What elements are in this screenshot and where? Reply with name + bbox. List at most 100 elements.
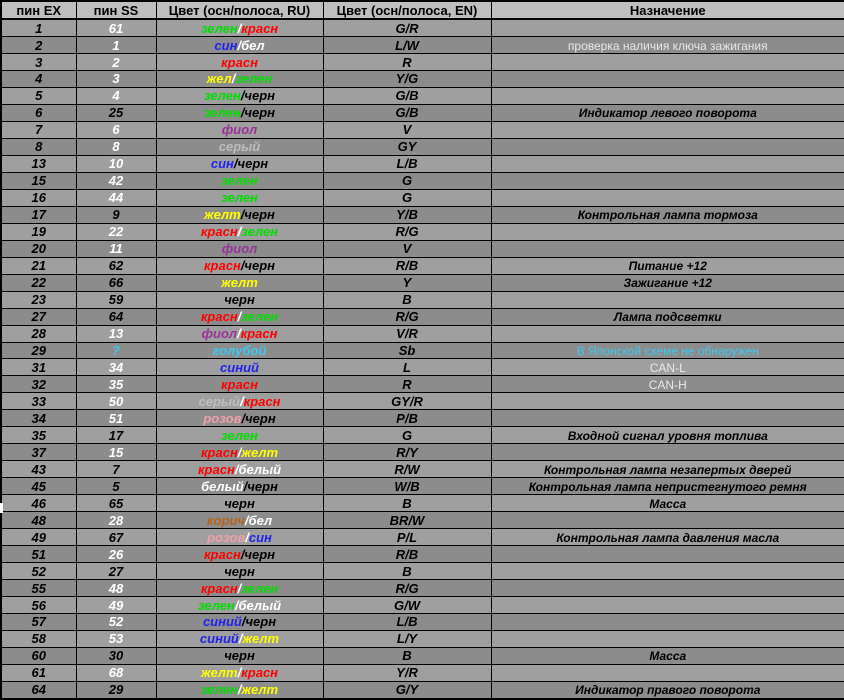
color-ru-cell: серый/красн (155, 392, 324, 411)
color-en-cell: Sb (322, 341, 492, 360)
color-word: зелен (241, 224, 279, 240)
purpose-cell (490, 120, 844, 139)
purpose-text: Контрольная лампа тормоза (577, 208, 758, 223)
purpose-text: Контрольная лампа незапертых дверей (544, 462, 792, 477)
color-word: красн (221, 54, 258, 70)
color-word: зелен (221, 190, 258, 206)
color-ru-cell: син/черн (155, 154, 324, 173)
pin-ss-cell: 42 (75, 171, 157, 190)
pin-ex-cell: 37 (0, 443, 77, 462)
pin-ss-cell: 5 (75, 477, 157, 496)
color-en-cell: L (322, 358, 492, 377)
color-ru-cell: зелен/черн (155, 86, 324, 105)
color-ru-cell: красн/зелен (155, 222, 324, 241)
color-word: бел (248, 512, 273, 528)
pin-ex-cell: 7 (0, 120, 77, 139)
color-ru-cell: голубой (155, 341, 324, 360)
purpose-cell: Индикатор левого поворота (490, 103, 844, 122)
color-word: /черн (233, 156, 269, 172)
pin-ss-cell: 11 (75, 239, 157, 258)
pin-ex-cell: 4 (0, 70, 77, 88)
color-word: / (237, 326, 241, 342)
purpose-cell (490, 324, 844, 343)
color-word: красн (200, 580, 238, 596)
table-row: 2 1 син/бел L/W проверка наличия ключа зажиг… (0, 36, 844, 55)
color-en-cell: P/L (322, 528, 492, 547)
pin-ex-cell: 8 (0, 137, 77, 156)
purpose-cell (490, 511, 844, 530)
color-en-cell: R (322, 53, 492, 71)
table-row: 8 8 серый GY (0, 137, 844, 156)
purpose-cell: В Японской схеме не обнаружен (490, 341, 844, 360)
color-en-cell: G/W (322, 596, 492, 614)
pin-ex-cell: 1 (0, 18, 77, 38)
color-en-cell: L/Y (322, 629, 492, 648)
pin-ss-cell: 59 (75, 290, 157, 309)
left-edge-artifact (0, 503, 3, 513)
color-word: красн (200, 224, 238, 240)
pin-ex-cell: 51 (0, 545, 77, 564)
table-row: 20 11 фиол V (0, 239, 844, 258)
table-row: 48 28 корич/бел BR/W (0, 511, 844, 530)
purpose-text: CAN-L (649, 360, 686, 375)
color-word: красн (203, 258, 241, 274)
purpose-text: Питание +12 (628, 259, 707, 274)
color-ru-cell: син/бел (155, 36, 324, 55)
color-ru-cell: красн (155, 375, 324, 394)
table-row: 29? голубой Sb В Японской схеме не обнаруже… (0, 341, 844, 360)
pin-ss-cell: 50 (75, 392, 157, 411)
color-en-cell: Y/B (322, 205, 492, 224)
color-ru-cell: красн/черн (155, 256, 324, 275)
color-ru-cell: красн/зелен (155, 579, 324, 598)
color-ru-cell: синий/черн (155, 613, 324, 631)
purpose-cell: CAN-L (490, 358, 844, 377)
color-word: белый (238, 597, 282, 613)
color-word: / (237, 224, 242, 240)
color-word: /черн (240, 88, 276, 104)
pin-ss-cell: 48 (75, 579, 157, 598)
purpose-cell: CAN-H (490, 375, 844, 394)
pin-ss-cell: 29 (75, 680, 157, 700)
purpose-cell (490, 154, 844, 173)
color-en-cell: R/B (322, 256, 492, 275)
purpose-text: Индикатор правого поворота (575, 683, 761, 698)
color-en-cell: R/W (322, 460, 492, 479)
color-ru-cell: зелен/черн (155, 103, 324, 122)
pin-ss-cell: 52 (75, 613, 157, 631)
header-color-en: Цвет (осн/полоса, EN) (322, 0, 492, 20)
purpose-text: Зажигание +12 (623, 276, 712, 291)
purpose-cell (490, 443, 844, 462)
pin-ss-cell: 61 (75, 18, 157, 38)
pin-ex-cell: 58 (0, 629, 77, 648)
color-word: желт (200, 665, 238, 681)
pin-ex-cell: 22 (0, 273, 77, 292)
color-word: красн (197, 461, 235, 477)
purpose-cell (490, 562, 844, 581)
pin-ex-cell: 13 (0, 154, 77, 173)
purpose-text: CAN-H (648, 377, 687, 392)
color-ru-cell: жел/зелен (155, 70, 324, 88)
color-word: син (248, 529, 272, 545)
color-word: красн (243, 393, 281, 409)
pin-ss-cell: 25 (75, 103, 157, 122)
color-word: черн (224, 292, 255, 308)
table-row: 16 44 зелен G (0, 188, 844, 207)
color-word: желт (242, 631, 280, 647)
color-word: зелен (203, 88, 241, 104)
pin-ex-cell: 23 (0, 290, 77, 309)
pin-ex-cell: 43 (0, 460, 77, 479)
color-en-cell: W/B (322, 477, 492, 496)
purpose-cell (490, 545, 844, 564)
purpose-text: Масса (649, 496, 687, 511)
color-word: зелен (203, 105, 241, 121)
purpose-text: Контрольная лампа давления масла (556, 530, 780, 545)
pin-ss-cell: 53 (75, 629, 157, 648)
pin-ex-cell: 60 (0, 646, 77, 665)
color-en-cell: BR/W (322, 511, 492, 530)
pin-ex-cell: 56 (0, 596, 77, 614)
pin-ss-cell: 64 (75, 307, 157, 326)
pin-ss-cell: 26 (75, 545, 157, 564)
color-word: голубой (212, 342, 267, 358)
color-word: розов (203, 410, 242, 426)
purpose-text: Контрольная лампа непристегнутого ремня (528, 479, 807, 494)
